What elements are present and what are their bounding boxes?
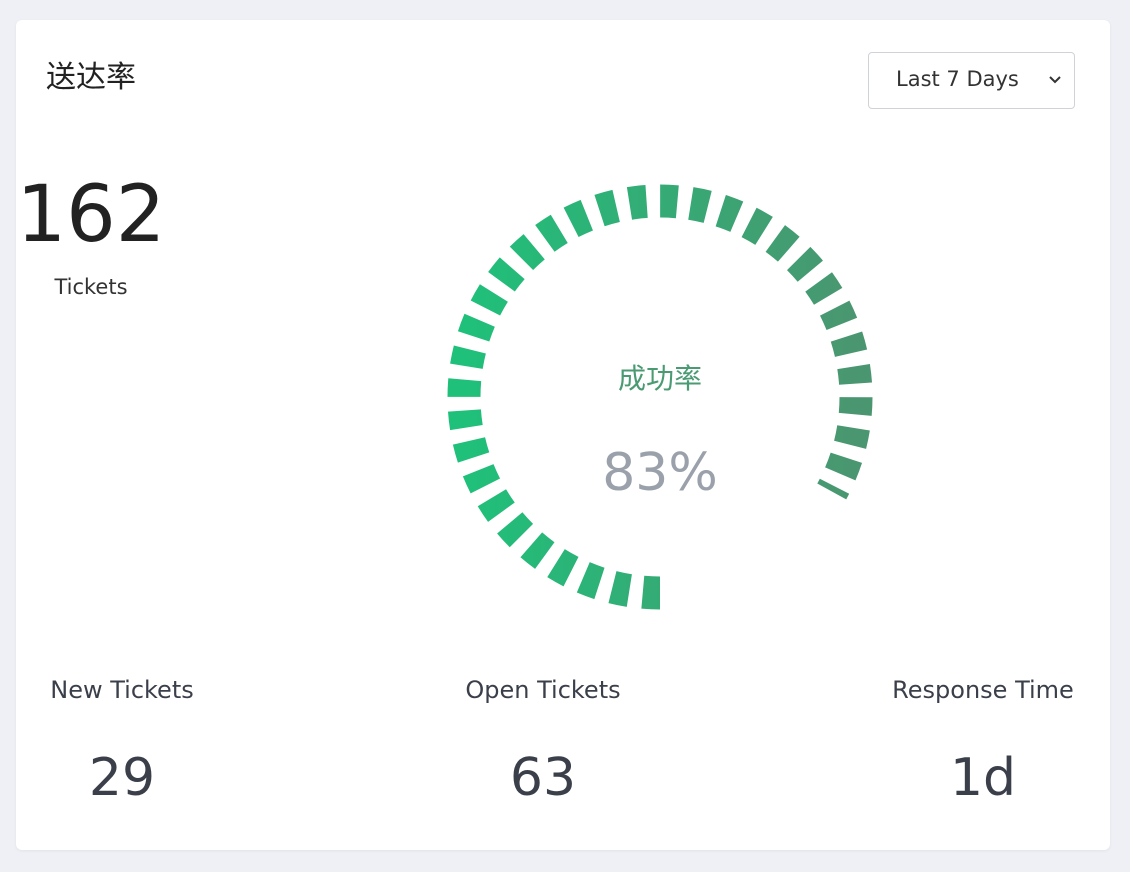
stat-value: 63 (509, 748, 577, 808)
stat-label: New Tickets (50, 676, 194, 704)
gauge-arc (447, 184, 873, 610)
stat-value: 1d (949, 748, 1017, 808)
total-label: Tickets (54, 275, 128, 299)
chevron (1049, 76, 1061, 84)
select-text: Last 7 Days (896, 67, 1019, 91)
total-value: 162 (16, 170, 166, 260)
stat-label: Open Tickets (465, 676, 621, 704)
stat-label: Response Time (892, 676, 1074, 704)
gauge-title: 成功率 (618, 362, 702, 395)
range-select[interactable]: Last 7 Days (868, 52, 1075, 109)
card: 送达率 Last 7 Days 162 Tickets 成功率 83% New … (16, 20, 1110, 850)
gauge-value-label: 83% (602, 443, 718, 503)
gauge-chart: 成功率 83% (447, 184, 873, 610)
stat-value: 29 (88, 748, 156, 808)
card-title: 送达率 (46, 60, 136, 95)
